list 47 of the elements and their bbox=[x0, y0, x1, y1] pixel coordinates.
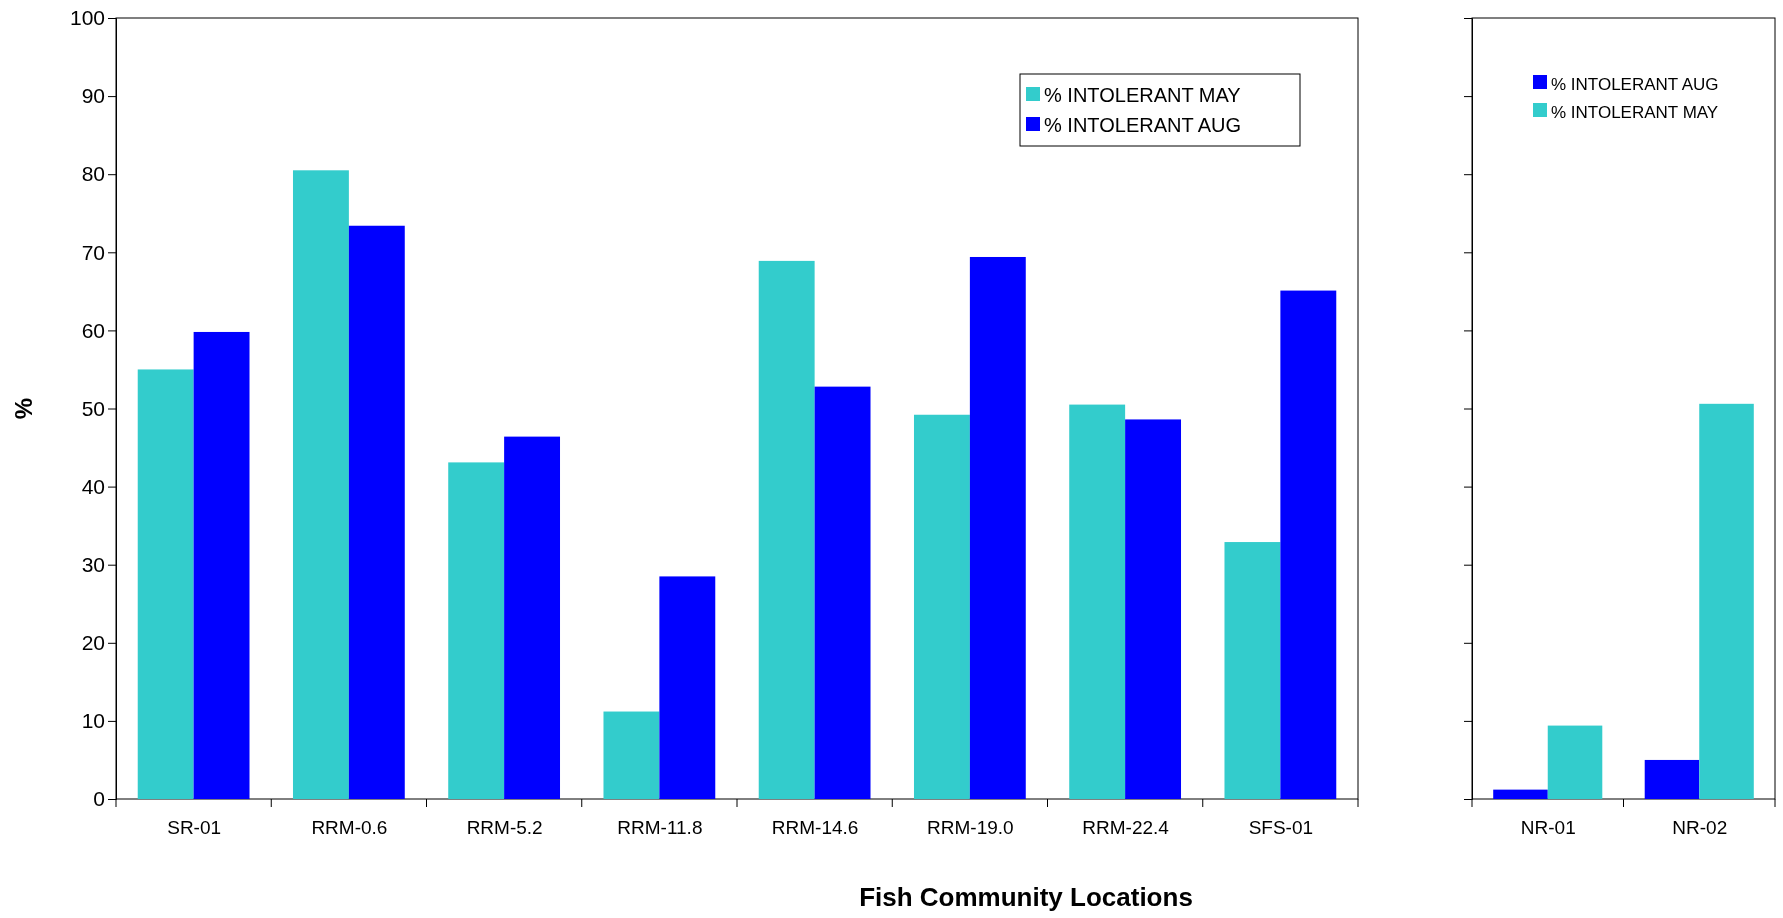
bar bbox=[292, 170, 349, 799]
x-tick-label: RRM-11.8 bbox=[617, 817, 703, 839]
x-tick-label: RRM-5.2 bbox=[466, 817, 543, 839]
legend-label: % INTOLERANT MAY bbox=[1044, 84, 1241, 106]
bar bbox=[504, 436, 561, 799]
legend-label: % INTOLERANT MAY bbox=[1551, 103, 1719, 122]
y-tick-label: 100 bbox=[69, 6, 105, 30]
bar bbox=[758, 260, 815, 799]
legend-label: % INTOLERANT AUG bbox=[1551, 75, 1719, 94]
x-axis-title: Fish Community Locations bbox=[859, 882, 1193, 912]
y-tick-label: 10 bbox=[81, 709, 105, 733]
bar bbox=[969, 256, 1026, 799]
y-tick-label: 50 bbox=[81, 396, 105, 420]
bar bbox=[1493, 789, 1548, 799]
legend-label: % INTOLERANT AUG bbox=[1044, 114, 1242, 136]
y-tick-label: 80 bbox=[81, 162, 105, 186]
bar bbox=[814, 386, 871, 799]
bar bbox=[603, 711, 660, 799]
x-tick-label: RRM-14.6 bbox=[771, 817, 859, 839]
bar bbox=[1547, 725, 1603, 799]
bar bbox=[913, 414, 970, 799]
bar bbox=[1125, 419, 1182, 799]
y-axis-title: % bbox=[10, 397, 37, 420]
x-tick-label: SR-01 bbox=[167, 817, 222, 839]
bar bbox=[1699, 403, 1754, 799]
y-tick-label: 40 bbox=[81, 474, 105, 498]
y-tick-label: 90 bbox=[81, 84, 105, 108]
x-tick-label: RRM-0.6 bbox=[311, 817, 388, 839]
y-tick-label: 0 bbox=[93, 787, 105, 811]
x-tick-label: NR-02 bbox=[1672, 817, 1728, 839]
x-tick-label: RRM-22.4 bbox=[1082, 817, 1170, 839]
bar bbox=[1069, 404, 1126, 799]
bar bbox=[137, 369, 194, 799]
y-tick-label: 60 bbox=[81, 318, 105, 342]
y-tick-label: 30 bbox=[81, 552, 105, 576]
bar bbox=[1644, 759, 1700, 799]
bar bbox=[659, 576, 716, 799]
x-tick-label: NR-01 bbox=[1520, 817, 1576, 839]
x-tick-label: RRM-19.0 bbox=[927, 817, 1014, 839]
bar bbox=[1224, 542, 1281, 799]
y-tick-label: 70 bbox=[81, 240, 105, 264]
y-tick-label: 20 bbox=[81, 631, 105, 655]
x-tick-label: SFS-01 bbox=[1248, 817, 1314, 839]
bar bbox=[193, 331, 250, 799]
bar bbox=[1280, 290, 1337, 799]
bar bbox=[448, 462, 505, 799]
bar bbox=[348, 225, 405, 799]
